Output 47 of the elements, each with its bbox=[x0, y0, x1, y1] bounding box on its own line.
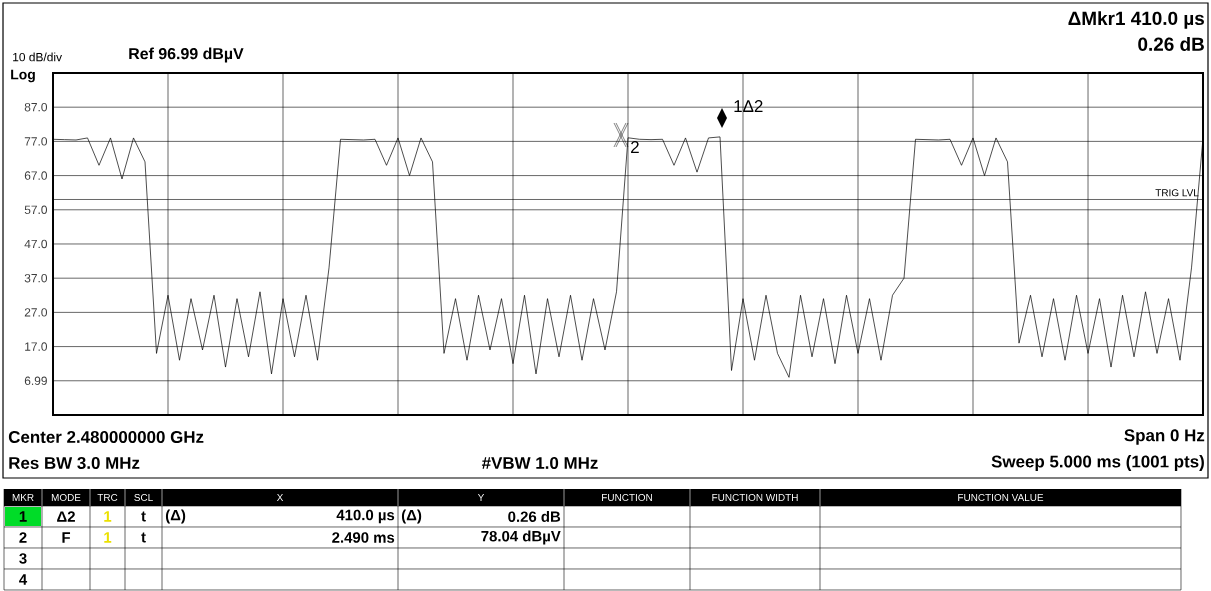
text: 0.26 dB bbox=[1138, 37, 1204, 51]
text: TRC bbox=[97, 493, 118, 502]
text: X bbox=[276, 494, 284, 501]
text: t bbox=[141, 532, 146, 543]
ref-line-label: TRIG LVL bbox=[1155, 189, 1199, 197]
text: Y bbox=[477, 494, 485, 501]
text: Span 0 Hz bbox=[1124, 429, 1205, 445]
text: MKR bbox=[12, 494, 34, 501]
text: (Δ) bbox=[165, 509, 186, 524]
y-tick-label: 57.0 bbox=[24, 205, 48, 215]
y-tick-label: 17.0 bbox=[25, 342, 48, 351]
text: 1 bbox=[104, 511, 112, 522]
text: 1 bbox=[19, 511, 27, 522]
y-tick-label: 37.0 bbox=[24, 273, 48, 283]
annotation: 1Δ2 bbox=[734, 100, 763, 112]
text: #VBW 1.0 MHz bbox=[481, 456, 598, 469]
text: FUNCTION bbox=[602, 493, 652, 502]
text: 1 bbox=[104, 532, 112, 543]
text: Ref 96.99 dBµV bbox=[129, 47, 244, 63]
text: 410.0 µs bbox=[336, 509, 395, 524]
text: 2 bbox=[19, 532, 27, 543]
text: MODE bbox=[51, 493, 81, 502]
text: FUNCTION VALUE bbox=[958, 493, 1044, 502]
text: 0.26 dB bbox=[508, 511, 561, 522]
text: t bbox=[141, 511, 146, 522]
text: F bbox=[62, 532, 71, 543]
text: Center 2.480000000 GHz bbox=[8, 430, 204, 443]
y-tick-label: 67.0 bbox=[24, 171, 48, 180]
y-tick-label: 87.0 bbox=[24, 102, 48, 112]
y-tick-label: 27.0 bbox=[24, 308, 48, 317]
y-tick-label: 6.99 bbox=[24, 376, 47, 385]
annotation: 2 bbox=[631, 141, 639, 153]
y-tick-label: 77.0 bbox=[24, 137, 48, 146]
text: (Δ) bbox=[401, 509, 422, 524]
text: Sweep 5.000 ms (1001 pts) bbox=[991, 455, 1204, 471]
text: Log bbox=[11, 69, 35, 83]
y-tick-label: 47.0 bbox=[24, 239, 48, 249]
text: Res BW 3.0 MHz bbox=[9, 456, 140, 469]
text: ΔMkr1 410.0 µs bbox=[1068, 11, 1204, 29]
text: 2.490 ms bbox=[332, 532, 395, 543]
text: 4 bbox=[19, 574, 28, 585]
text: 3 bbox=[19, 553, 27, 564]
text: Δ2 bbox=[57, 511, 75, 522]
text: FUNCTION WIDTH bbox=[712, 493, 798, 502]
text: SCL bbox=[134, 493, 153, 502]
text: 78.04 dBµV bbox=[481, 530, 561, 545]
text: 10 dB/div bbox=[13, 52, 62, 62]
